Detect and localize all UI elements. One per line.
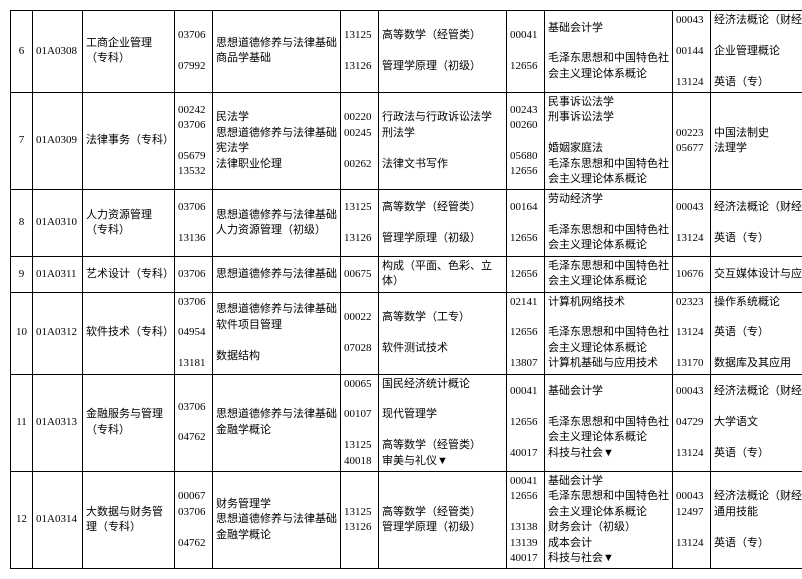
g4-codes: 00223 05677 [673, 92, 711, 189]
row-number: 6 [11, 11, 33, 93]
major-name: 软件技术（专科） [83, 292, 175, 374]
g2-courses: 构成（平面、色彩、立体） [379, 256, 507, 292]
g1-codes: 00067 03706 04762 [175, 471, 213, 568]
g1-courses: 思想道德修养与法律基础 软件项目管理 数据结构 [213, 292, 341, 374]
g3-courses: 基础会计学 毛泽东思想和中国特色社会主义理论体系概论 [545, 11, 673, 93]
g4-courses: 经济法概论（财经类） 企业管理概论 英语（专） [711, 11, 802, 93]
row-number: 9 [11, 256, 33, 292]
major-name: 工商企业管理（专科） [83, 11, 175, 93]
g2-courses: 国民经济统计概论 现代管理学 高等数学（经管类） 审美与礼仪▼ [379, 374, 507, 471]
major-name: 金融服务与管理（专科） [83, 374, 175, 471]
table-row: 801A0310人力资源管理（专科）03706 13136思想道德修养与法律基础… [11, 190, 802, 257]
major-id: 01A0309 [33, 92, 83, 189]
g4-codes: 00043 12497 13124 [673, 471, 711, 568]
g4-codes: 00043 00144 13124 [673, 11, 711, 93]
g3-codes: 12656 [507, 256, 545, 292]
g1-codes: 00242 03706 05679 13532 [175, 92, 213, 189]
g2-codes: 00022 07028 [341, 292, 379, 374]
major-id: 01A0314 [33, 471, 83, 568]
g2-courses: 高等数学（工专） 软件测试技术 [379, 292, 507, 374]
g4-codes: 00043 13124 [673, 190, 711, 257]
g1-courses: 思想道德修养与法律基础 商品学基础 [213, 11, 341, 93]
g3-codes: 00041 12656 40017 [507, 374, 545, 471]
g1-courses: 思想道德修养与法律基础 人力资源管理（初级） [213, 190, 341, 257]
major-name: 艺术设计（专科） [83, 256, 175, 292]
g2-codes: 00065 00107 13125 40018 [341, 374, 379, 471]
major-id: 01A0313 [33, 374, 83, 471]
g3-courses: 基础会计学 毛泽东思想和中国特色社会主义理论体系概论 财务会计（初级） 成本会计… [545, 471, 673, 568]
g1-courses: 思想道德修养与法律基础 金融学概论 [213, 374, 341, 471]
table-row: 1001A0312软件技术（专科）03706 04954 13181思想道德修养… [11, 292, 802, 374]
row-number: 12 [11, 471, 33, 568]
course-table: 601A0308工商企业管理（专科）03706 07992思想道德修养与法律基础… [10, 10, 802, 569]
g4-courses: 经济法概论（财经类） 通用技能 英语（专） [711, 471, 802, 568]
g1-codes: 03706 [175, 256, 213, 292]
table-row: 601A0308工商企业管理（专科）03706 07992思想道德修养与法律基础… [11, 11, 802, 93]
row-number: 7 [11, 92, 33, 189]
g3-courses: 毛泽东思想和中国特色社会主义理论体系概论 [545, 256, 673, 292]
table-row: 1201A0314大数据与财务管理（专科）00067 03706 04762财务… [11, 471, 802, 568]
major-id: 01A0312 [33, 292, 83, 374]
g3-codes: 00164 12656 [507, 190, 545, 257]
g3-courses: 基础会计学 毛泽东思想和中国特色社会主义理论体系概论 科技与社会▼ [545, 374, 673, 471]
major-id: 01A0308 [33, 11, 83, 93]
g1-codes: 03706 04762 [175, 374, 213, 471]
g1-courses: 思想道德修养与法律基础 [213, 256, 341, 292]
major-name: 人力资源管理（专科） [83, 190, 175, 257]
g3-courses: 民事诉讼法学 刑事诉讼法学 婚姻家庭法 毛泽东思想和中国特色社会主义理论体系概论 [545, 92, 673, 189]
g1-codes: 03706 07992 [175, 11, 213, 93]
g1-courses: 财务管理学 思想道德修养与法律基础 金融学概论 [213, 471, 341, 568]
major-id: 01A0311 [33, 256, 83, 292]
g3-codes: 00041 12656 [507, 11, 545, 93]
g1-courses: 民法学 思想道德修养与法律基础 宪法学 法律职业伦理 [213, 92, 341, 189]
g2-courses: 高等数学（经管类） 管理学原理（初级） [379, 190, 507, 257]
g2-codes: 13125 13126 [341, 190, 379, 257]
major-id: 01A0310 [33, 190, 83, 257]
g3-courses: 计算机网络技术 毛泽东思想和中国特色社会主义理论体系概论 计算机基础与应用技术 [545, 292, 673, 374]
g2-codes: 13125 13126 [341, 11, 379, 93]
g1-codes: 03706 13136 [175, 190, 213, 257]
table-row: 1101A0313金融服务与管理（专科）03706 04762思想道德修养与法律… [11, 374, 802, 471]
g4-courses: 经济法概论（财经类） 大学语文 英语（专） [711, 374, 802, 471]
g4-codes: 00043 04729 13124 [673, 374, 711, 471]
g2-codes: 00220 00245 00262 [341, 92, 379, 189]
row-number: 8 [11, 190, 33, 257]
g3-codes: 02141 12656 13807 [507, 292, 545, 374]
major-name: 大数据与财务管理（专科） [83, 471, 175, 568]
g4-codes: 02323 13124 13170 [673, 292, 711, 374]
g2-courses: 行政法与行政诉讼法学 刑法学 法律文书写作 [379, 92, 507, 189]
row-number: 11 [11, 374, 33, 471]
g4-courses: 经济法概论（财经类） 英语（专） [711, 190, 802, 257]
g2-courses: 高等数学（经管类） 管理学原理（初级） [379, 471, 507, 568]
g3-codes: 00041 12656 13138 13139 40017 [507, 471, 545, 568]
g2-codes: 13125 13126 [341, 471, 379, 568]
g4-courses: 操作系统概论 英语（专） 数据库及其应用 [711, 292, 802, 374]
g4-courses: 中国法制史 法理学 [711, 92, 802, 189]
table-row: 901A0311艺术设计（专科）03706思想道德修养与法律基础00675构成（… [11, 256, 802, 292]
major-name: 法律事务（专科） [83, 92, 175, 189]
table-row: 701A0309法律事务（专科）00242 03706 05679 13532民… [11, 92, 802, 189]
g4-codes: 10676 [673, 256, 711, 292]
g2-courses: 高等数学（经管类） 管理学原理（初级） [379, 11, 507, 93]
g4-courses: 交互媒体设计与应用 [711, 256, 802, 292]
g3-codes: 00243 00260 05680 12656 [507, 92, 545, 189]
g1-codes: 03706 04954 13181 [175, 292, 213, 374]
g3-courses: 劳动经济学 毛泽东思想和中国特色社会主义理论体系概论 [545, 190, 673, 257]
g2-codes: 00675 [341, 256, 379, 292]
row-number: 10 [11, 292, 33, 374]
